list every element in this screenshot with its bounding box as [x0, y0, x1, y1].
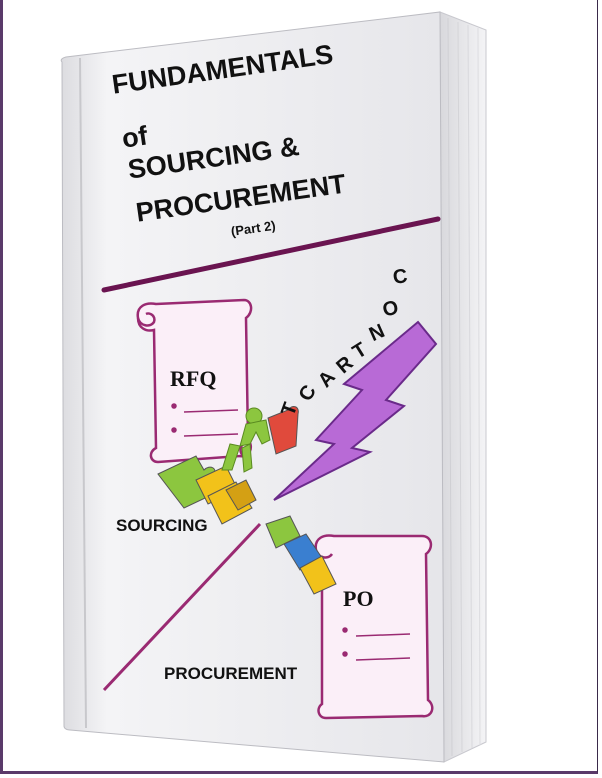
title-line-2: of	[120, 120, 150, 154]
procurement-label: PROCUREMENT	[164, 664, 298, 683]
book-pages	[439, 11, 487, 763]
rfq-lines	[171, 403, 239, 437]
cover-hinge	[79, 57, 87, 729]
sourcing-label: SOURCING	[116, 516, 208, 535]
puzzle-pieces	[157, 406, 337, 595]
po-label: PO	[343, 586, 374, 611]
po-scroll	[314, 534, 434, 720]
diagonal-divider	[102, 522, 262, 692]
green-figure-icon	[221, 407, 271, 473]
contract-letter: C	[391, 265, 409, 289]
rfq-label: RFQ	[170, 366, 217, 391]
lightning-bolt-icon	[273, 320, 438, 501]
po-lines	[342, 627, 411, 661]
title-divider	[101, 216, 441, 293]
